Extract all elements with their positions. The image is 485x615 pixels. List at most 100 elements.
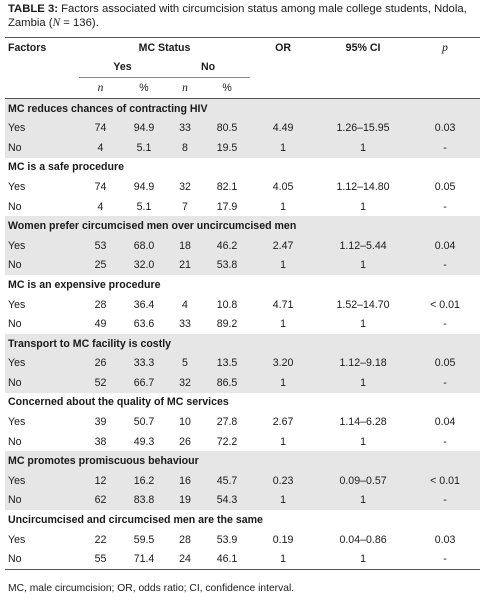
no-pct: 53.9 [216,533,238,546]
no-n: 18 [166,235,204,256]
row-label: Yes [5,471,79,491]
table-row: Yes 74 94.9 32 82.1 4.05 1.12–14.80 0.05 [5,177,480,197]
table-row: Yes 74 94.9 33 80.5 4.49 1.26–15.95 0.03 [5,118,481,138]
odds-ratio: 1 [250,137,317,158]
yes-pct: 66.7 [122,373,166,393]
p-value: - [443,200,447,213]
p-value: - [410,373,481,393]
p-value: 0.03 [410,118,481,138]
caption-n-symbol: N [52,16,61,29]
row-label: Yes [5,353,79,374]
yes-pct: 71.4 [122,549,166,571]
factor-title: MC is an expensive procedure [8,278,161,291]
yes-pct: 16.2 [122,471,166,491]
no-pct: 53.8 [204,255,251,276]
row-label: No [5,137,79,158]
factor-title: Uncircumcised and circumcised men are th… [8,514,263,527]
no-pct: 72.2 [216,435,238,448]
no-n: 32 [179,180,191,193]
row-label: No [5,549,79,571]
yes-pct: 59.5 [133,533,155,546]
yes-pct: 94.9 [122,118,166,138]
no-n: 28 [179,533,191,546]
no-n: 32 [166,373,204,393]
yes-n: 55 [79,549,122,571]
odds-ratio: 2.47 [250,235,317,256]
no-pct: 10.8 [216,298,238,311]
odds-ratio: 4.49 [250,118,317,138]
odds-ratio: 4.71 [272,298,294,311]
confidence-interval: 1 [316,255,411,276]
row-label: Yes [8,298,26,311]
header-p: p [410,36,481,58]
table-footnote: MC, male circumcision; OR, odds ratio; C… [8,583,295,594]
header-row-3: n % n % [5,77,481,99]
yes-n: 49 [94,318,107,331]
table-row: No 52 66.7 32 86.5 1 1- [5,373,481,393]
odds-ratio: 3.20 [250,353,317,374]
yes-n: 28 [94,298,107,311]
yes-n: 12 [79,471,122,491]
header-or: OR [250,36,317,58]
yes-pct: 50.7 [133,416,155,429]
p-value: 0.03 [434,533,456,546]
no-pct: 82.1 [216,180,238,193]
factor-group-row: MC promotes promiscuous behaviour [5,451,481,472]
odds-ratio: 1 [250,255,317,276]
factor-group-row: Women prefer circumcised men over uncirc… [5,216,481,236]
odds-ratio: 4.05 [272,180,294,193]
header-no-pct: % [204,77,251,99]
p-value: < 0.01 [410,471,481,491]
no-n: 19 [166,490,204,511]
no-n: 10 [179,416,191,429]
header-row-2: Yes No [5,57,481,79]
table-label: TABLE 3: [8,3,58,15]
row-label: Yes [8,416,26,429]
no-n: 24 [166,549,204,571]
header-mc-status: MC Status [79,36,251,58]
factor-title: MC is a safe procedure [8,161,124,174]
no-n: 33 [166,118,204,138]
yes-n: 4 [79,137,122,158]
p-value: - [443,435,447,448]
table-row: Yes 12 16.2 16 45.7 0.23 0.09–0.57 < 0.01 [5,471,481,491]
no-pct: 54.3 [204,490,251,511]
yes-n: 74 [79,118,122,138]
p-value: - [410,137,481,158]
confidence-interval: 1 [316,490,411,511]
confidence-interval: 0.09–0.57 [316,471,411,491]
yes-n: 4 [97,200,104,213]
confidence-interval: 1 [316,373,411,393]
no-n: 16 [166,471,204,491]
table-row: No 49 63.6 33 89.2 1 1 - [5,314,480,334]
yes-n: 62 [79,490,122,511]
p-value: < 0.01 [430,298,460,311]
no-pct: 27.8 [216,416,238,429]
yes-pct: 5.1 [136,200,152,213]
factor-group-row: Uncircumcised and circumcised men are th… [5,510,480,530]
no-pct: 46.1 [204,549,251,571]
yes-n: 39 [94,416,107,429]
header-ci: 95% CI [316,36,411,58]
yes-n: 74 [94,180,107,193]
odds-ratio: 0.19 [272,533,294,546]
table-row: No 4 5.1 7 17.9 1 1 - [5,197,480,217]
no-n: 5 [166,353,204,374]
confidence-interval: 1 [316,137,411,158]
factor-group-row: Transport to MC facility is costly [5,333,481,354]
header-row-1: Factors MC Status OR 95% CI p [5,36,481,58]
yes-pct: 94.9 [133,180,155,193]
table-caption: TABLE 3: Factors associated with circumc… [8,3,478,30]
table-row: No 55 71.4 24 46.1 1 1- [5,549,481,571]
header-no-n: n [166,77,204,99]
odds-ratio: 1 [280,318,286,331]
factor-title: Transport to MC facility is costly [5,333,481,354]
p-value: 0.05 [434,180,456,193]
header-factors: Factors [5,36,79,58]
confidence-interval: 1 [360,200,366,213]
no-n: 7 [182,200,188,213]
p-value: - [410,490,481,511]
p-value: - [443,318,447,331]
yes-n: 38 [94,435,107,448]
